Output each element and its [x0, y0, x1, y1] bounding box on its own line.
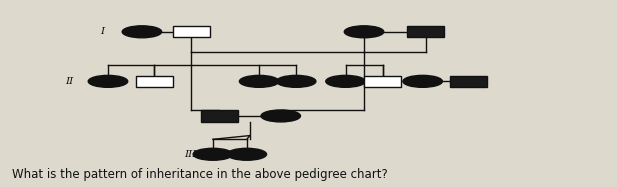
Circle shape — [122, 26, 162, 38]
Text: What is the pattern of inheritance in the above pedigree chart?: What is the pattern of inheritance in th… — [12, 168, 388, 181]
Circle shape — [239, 75, 279, 87]
Bar — [173, 26, 210, 37]
Bar — [407, 26, 444, 37]
Circle shape — [261, 110, 300, 122]
Circle shape — [193, 148, 233, 160]
Circle shape — [403, 75, 442, 87]
Bar — [364, 76, 401, 87]
Circle shape — [276, 75, 316, 87]
Text: III: III — [184, 150, 196, 159]
Circle shape — [344, 26, 384, 38]
Bar — [450, 76, 487, 87]
Circle shape — [227, 148, 267, 160]
Text: II: II — [65, 77, 73, 86]
Circle shape — [88, 75, 128, 87]
Text: I: I — [100, 27, 104, 36]
Circle shape — [326, 75, 365, 87]
Bar — [136, 76, 173, 87]
Bar — [201, 110, 238, 122]
